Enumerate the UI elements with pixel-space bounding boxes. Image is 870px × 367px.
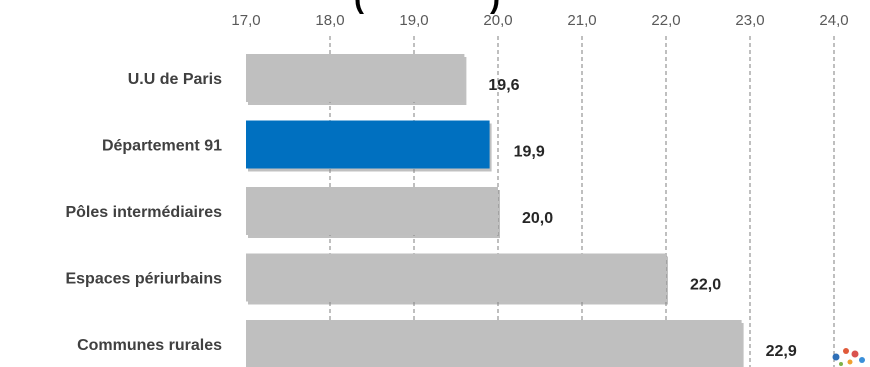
chart-title-area: ( ) <box>354 0 500 15</box>
value-label: 20,0 <box>522 210 553 227</box>
value-label: 22,9 <box>766 343 797 360</box>
value-label: 19,6 <box>488 77 519 94</box>
dots-logo-icon <box>832 348 865 366</box>
bar <box>246 187 498 235</box>
x-tick-label: 20,0 <box>483 12 512 29</box>
x-axis-ticks: 17,0 18,0 19,0 20,0 21,0 22,0 23,0 24,0 <box>231 12 848 29</box>
category-label: Espaces périurbains <box>65 271 222 288</box>
chart-title-fragment-close: ) <box>490 0 500 15</box>
category-label: Communes rurales <box>77 337 222 354</box>
bar <box>246 54 465 102</box>
category-labels: U.U de Paris Département 91 Pôles interméd… <box>65 71 222 354</box>
category-label: Pôles intermédiaires <box>65 204 222 221</box>
x-tick-label: 24,0 <box>819 12 848 29</box>
category-label: Département 91 <box>102 138 222 155</box>
bars <box>246 54 744 367</box>
x-tick-label: 21,0 <box>567 12 596 29</box>
category-label: U.U de Paris <box>128 71 222 88</box>
x-tick-label: 22,0 <box>651 12 680 29</box>
x-tick-label: 18,0 <box>315 12 344 29</box>
bar <box>246 253 666 302</box>
x-tick-label: 19,0 <box>399 12 428 29</box>
bar <box>246 320 742 367</box>
x-tick-label: 23,0 <box>735 12 764 29</box>
value-label: 22,0 <box>690 277 721 294</box>
chart-title-fragment: ( <box>354 0 364 15</box>
gridlines <box>329 36 835 367</box>
bar <box>246 120 490 169</box>
x-tick-label: 17,0 <box>231 12 260 29</box>
value-labels: 19,6 19,9 20,0 22,0 22,9 <box>488 77 796 360</box>
value-label: 19,9 <box>514 144 545 161</box>
